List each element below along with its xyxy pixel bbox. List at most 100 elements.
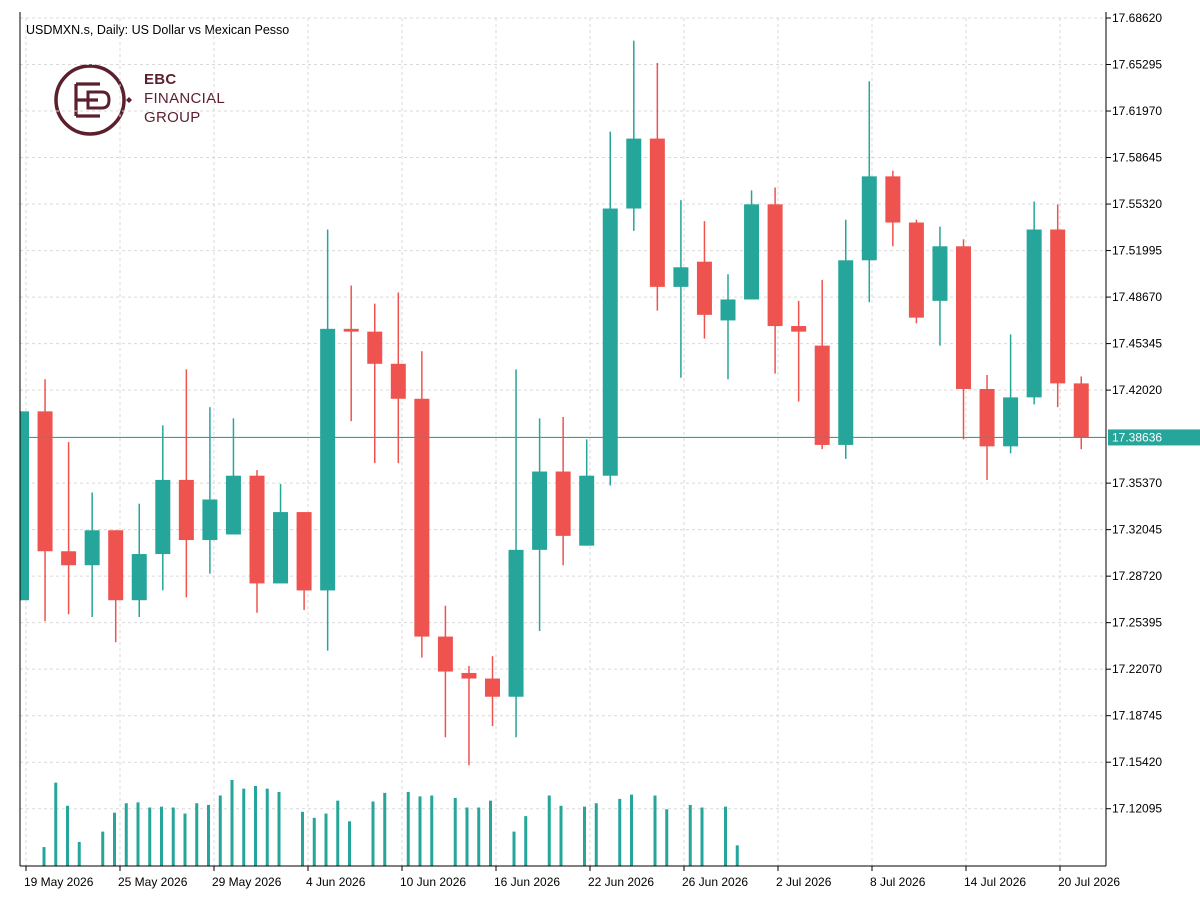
candle-body: [1003, 397, 1019, 447]
ebc-logo-icon: [54, 64, 132, 136]
x-tick-label: 25 May 2026: [118, 875, 188, 889]
y-tick-label: 17.28720: [1112, 569, 1162, 583]
candle: [273, 484, 289, 584]
y-tick-label: 17.51995: [1112, 244, 1162, 258]
candle: [37, 379, 53, 622]
y-tick-label: 17.25395: [1112, 616, 1162, 630]
candle-body: [155, 479, 171, 555]
candle: [838, 219, 854, 459]
y-tick-label: 17.58645: [1112, 151, 1162, 165]
candle-body: [767, 204, 783, 327]
candle: [908, 219, 924, 324]
candle-body: [508, 549, 524, 697]
candle: [108, 530, 124, 643]
y-tick-label: 17.45345: [1112, 337, 1162, 351]
ebc-logo: EBC FINANCIAL GROUP: [54, 62, 254, 138]
x-tick-label: 10 Jun 2026: [400, 875, 466, 889]
candle: [579, 439, 595, 546]
candle: [673, 200, 689, 378]
candle: [508, 369, 524, 738]
candle-body: [37, 411, 53, 552]
candle-body: [461, 672, 477, 679]
axes: [19, 12, 1107, 867]
x-tick-label: 20 Jul 2026: [1058, 875, 1120, 889]
candle-body: [861, 176, 877, 261]
candle: [296, 512, 312, 611]
candle-body: [225, 475, 241, 535]
x-tick-label: 26 Jun 2026: [682, 875, 748, 889]
candle-body: [579, 475, 595, 546]
candle: [626, 40, 642, 231]
y-tick-label: 17.55320: [1112, 197, 1162, 211]
candle: [861, 81, 877, 303]
logo-wordmark: EBC FINANCIAL GROUP: [144, 70, 225, 127]
y-tick-label: 17.12095: [1112, 802, 1162, 816]
candle-body: [1073, 383, 1089, 438]
candle-body: [437, 636, 453, 672]
volume-bars: [42, 780, 739, 866]
candle-body: [108, 530, 124, 601]
y-axis-ticks: 17.68620 17.65295 17.61970 17.58645 17.55320…: [1106, 11, 1162, 816]
candle: [414, 351, 430, 658]
grid: [20, 17, 1106, 866]
candle: [1073, 376, 1089, 450]
candle-body: [673, 267, 689, 287]
y-tick-label: 17.65295: [1112, 58, 1162, 72]
candle-body: [296, 512, 312, 591]
candle-body: [838, 260, 854, 445]
candle: [61, 442, 77, 615]
candle-body: [1026, 229, 1042, 398]
candle: [791, 300, 807, 402]
candle: [84, 492, 100, 617]
candle: [555, 416, 571, 566]
candle: [1003, 334, 1019, 454]
candle-body: [932, 246, 948, 301]
candle-body: [84, 530, 100, 566]
current-price-tag-label: 17.38636: [1112, 430, 1162, 444]
candle-body: [532, 471, 548, 550]
candle: [178, 369, 194, 598]
y-tick-label: 17.32045: [1112, 523, 1162, 537]
candle: [485, 656, 500, 727]
candle: [932, 226, 948, 346]
y-tick-label: 17.61970: [1112, 104, 1162, 118]
candle-body: [814, 345, 830, 445]
candle-body: [343, 328, 359, 332]
candle: [767, 187, 783, 374]
candle-body: [178, 479, 194, 541]
candle: [390, 292, 406, 464]
current-price-tag: 17.38636: [1108, 429, 1200, 446]
candle-body: [273, 512, 289, 584]
candle-body: [649, 138, 665, 287]
candle-body: [744, 204, 760, 300]
candle-body: [202, 499, 218, 541]
y-tick-label: 17.42020: [1112, 383, 1162, 397]
candle: [155, 425, 171, 591]
candle-body: [696, 261, 712, 315]
x-tick-label: 2 Jul 2026: [776, 875, 832, 889]
candle: [649, 63, 665, 311]
y-tick-label: 17.18745: [1112, 709, 1162, 723]
logo-line-1: EBC: [144, 71, 177, 88]
candle-body: [485, 678, 500, 697]
y-tick-label: 17.68620: [1112, 11, 1162, 25]
candle-body: [791, 326, 807, 332]
candle-body: [555, 471, 571, 536]
candle: [744, 190, 760, 300]
candle-body: [367, 331, 383, 364]
candle: [20, 411, 29, 601]
candle-body: [720, 299, 736, 321]
candle: [437, 605, 453, 738]
x-tick-label: 16 Jun 2026: [494, 875, 560, 889]
candle: [1050, 204, 1066, 408]
candle: [202, 407, 218, 574]
candle: [696, 221, 712, 339]
candles: [20, 40, 1089, 766]
x-tick-label: 4 Jun 2026: [306, 875, 366, 889]
x-tick-label: 29 May 2026: [212, 875, 282, 889]
candle: [225, 418, 241, 535]
candle: [979, 374, 995, 480]
candle-body: [885, 176, 901, 223]
x-tick-label: 8 Jul 2026: [870, 875, 926, 889]
